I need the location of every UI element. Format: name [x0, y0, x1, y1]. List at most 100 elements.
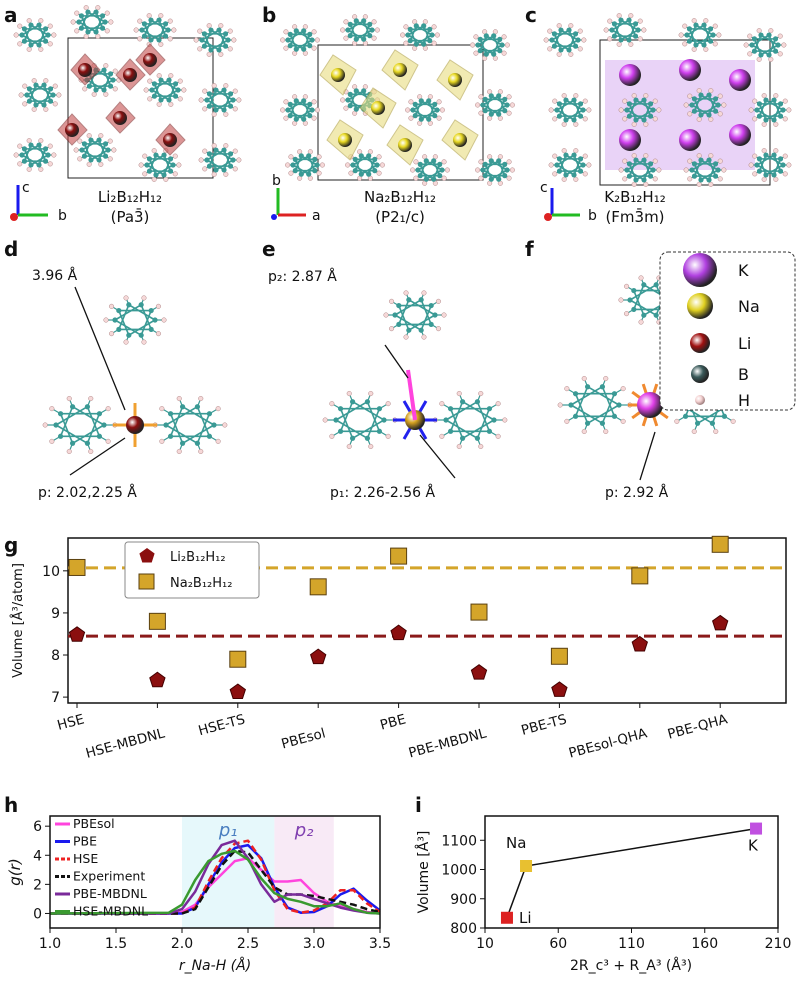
- b-atom: [102, 141, 109, 147]
- h-atom: [421, 290, 427, 296]
- h-atom: [782, 171, 788, 177]
- h-atom: [777, 51, 783, 57]
- b-atom: [81, 153, 88, 159]
- bond: [223, 153, 232, 171]
- bond: [485, 35, 503, 46]
- b-atom: [647, 161, 654, 167]
- b-atom: [179, 404, 186, 410]
- h-atom: [618, 167, 624, 173]
- h-atom: [42, 422, 48, 428]
- bond: [497, 164, 506, 180]
- legend-marker-na: [138, 573, 155, 590]
- b-atom: [572, 413, 579, 419]
- bond: [158, 23, 167, 41]
- bond: [72, 424, 105, 444]
- bond: [30, 34, 49, 46]
- bond: [103, 69, 112, 87]
- h-atom: [156, 73, 162, 79]
- data-point-na: [229, 650, 247, 668]
- h-atom: [108, 331, 115, 337]
- bond: [196, 413, 211, 444]
- panel-label-d: d: [4, 237, 18, 261]
- bond: [165, 406, 198, 426]
- bond: [773, 154, 782, 172]
- k-atom: [619, 129, 641, 151]
- b-atom: [166, 77, 172, 83]
- h-atom: [138, 162, 144, 168]
- h-atom: [197, 28, 203, 34]
- bond: [206, 89, 225, 101]
- b12h12-cluster: [103, 295, 167, 345]
- bond: [628, 99, 637, 117]
- b-atom: [350, 162, 356, 168]
- b-atom: [682, 413, 689, 419]
- bond: [155, 154, 174, 166]
- b-atom: [345, 97, 351, 103]
- y-axis-label: g(r): [6, 858, 24, 885]
- bond: [420, 109, 438, 120]
- connecting-line: [506, 827, 757, 919]
- h-atom: [86, 133, 92, 139]
- b-atom: [691, 173, 698, 179]
- b12h12-cluster: [193, 23, 237, 57]
- h-atom: [376, 170, 382, 176]
- bond: [146, 154, 165, 166]
- bond: [758, 103, 767, 121]
- h-atom: [158, 41, 164, 47]
- b-atom: [653, 282, 659, 288]
- k-atom: [679, 59, 701, 81]
- atom-legend-label: Na: [738, 297, 760, 316]
- h-atom: [581, 428, 587, 435]
- bond: [628, 19, 637, 37]
- h-atom: [143, 87, 149, 93]
- h-atom: [98, 133, 104, 139]
- h-atom: [687, 93, 693, 99]
- b-atom: [347, 33, 353, 39]
- bond: [90, 149, 109, 161]
- h-atom: [506, 175, 512, 181]
- panel-label-i: i: [415, 793, 422, 817]
- panel-label-g: g: [4, 533, 18, 557]
- b-atom: [347, 91, 353, 97]
- b-atom: [777, 156, 784, 162]
- h-atom: [95, 33, 101, 39]
- axis-c-label: c: [22, 180, 30, 196]
- h-atom: [17, 41, 23, 47]
- spacegroup-li: (Pa3̄): [111, 207, 150, 226]
- b-atom: [361, 18, 367, 24]
- h-atom: [193, 37, 199, 43]
- bond: [758, 154, 767, 172]
- bond: [408, 299, 436, 316]
- k-atom-icon: [683, 253, 717, 287]
- y-tick-label: 2: [33, 877, 42, 893]
- bond: [163, 154, 172, 172]
- bond: [349, 20, 358, 36]
- b-atom: [213, 87, 219, 93]
- bond: [765, 109, 784, 121]
- h-atom: [56, 92, 62, 98]
- bond: [693, 163, 702, 181]
- h-atom: [232, 88, 238, 94]
- h-atom: [637, 36, 643, 42]
- h-atom: [478, 390, 484, 397]
- axis-b-label: b: [588, 208, 597, 224]
- bond: [80, 11, 89, 29]
- b-atom: [482, 108, 488, 114]
- h-atom: [717, 111, 723, 117]
- data-point-li: [551, 681, 568, 697]
- h-atom: [687, 111, 693, 117]
- b-atom: [227, 91, 234, 97]
- h-atom: [752, 153, 758, 159]
- b-atom: [206, 163, 213, 169]
- h-atom: [691, 46, 697, 52]
- h-atom: [52, 101, 58, 107]
- b-atom: [459, 399, 466, 405]
- b-atom: [568, 402, 574, 408]
- h-atom: [316, 154, 322, 160]
- b-atom: [112, 317, 118, 323]
- b-atom: [285, 37, 291, 43]
- h-atom: [439, 107, 445, 113]
- bond: [568, 29, 577, 47]
- bond: [23, 28, 32, 46]
- b-atom: [167, 433, 174, 439]
